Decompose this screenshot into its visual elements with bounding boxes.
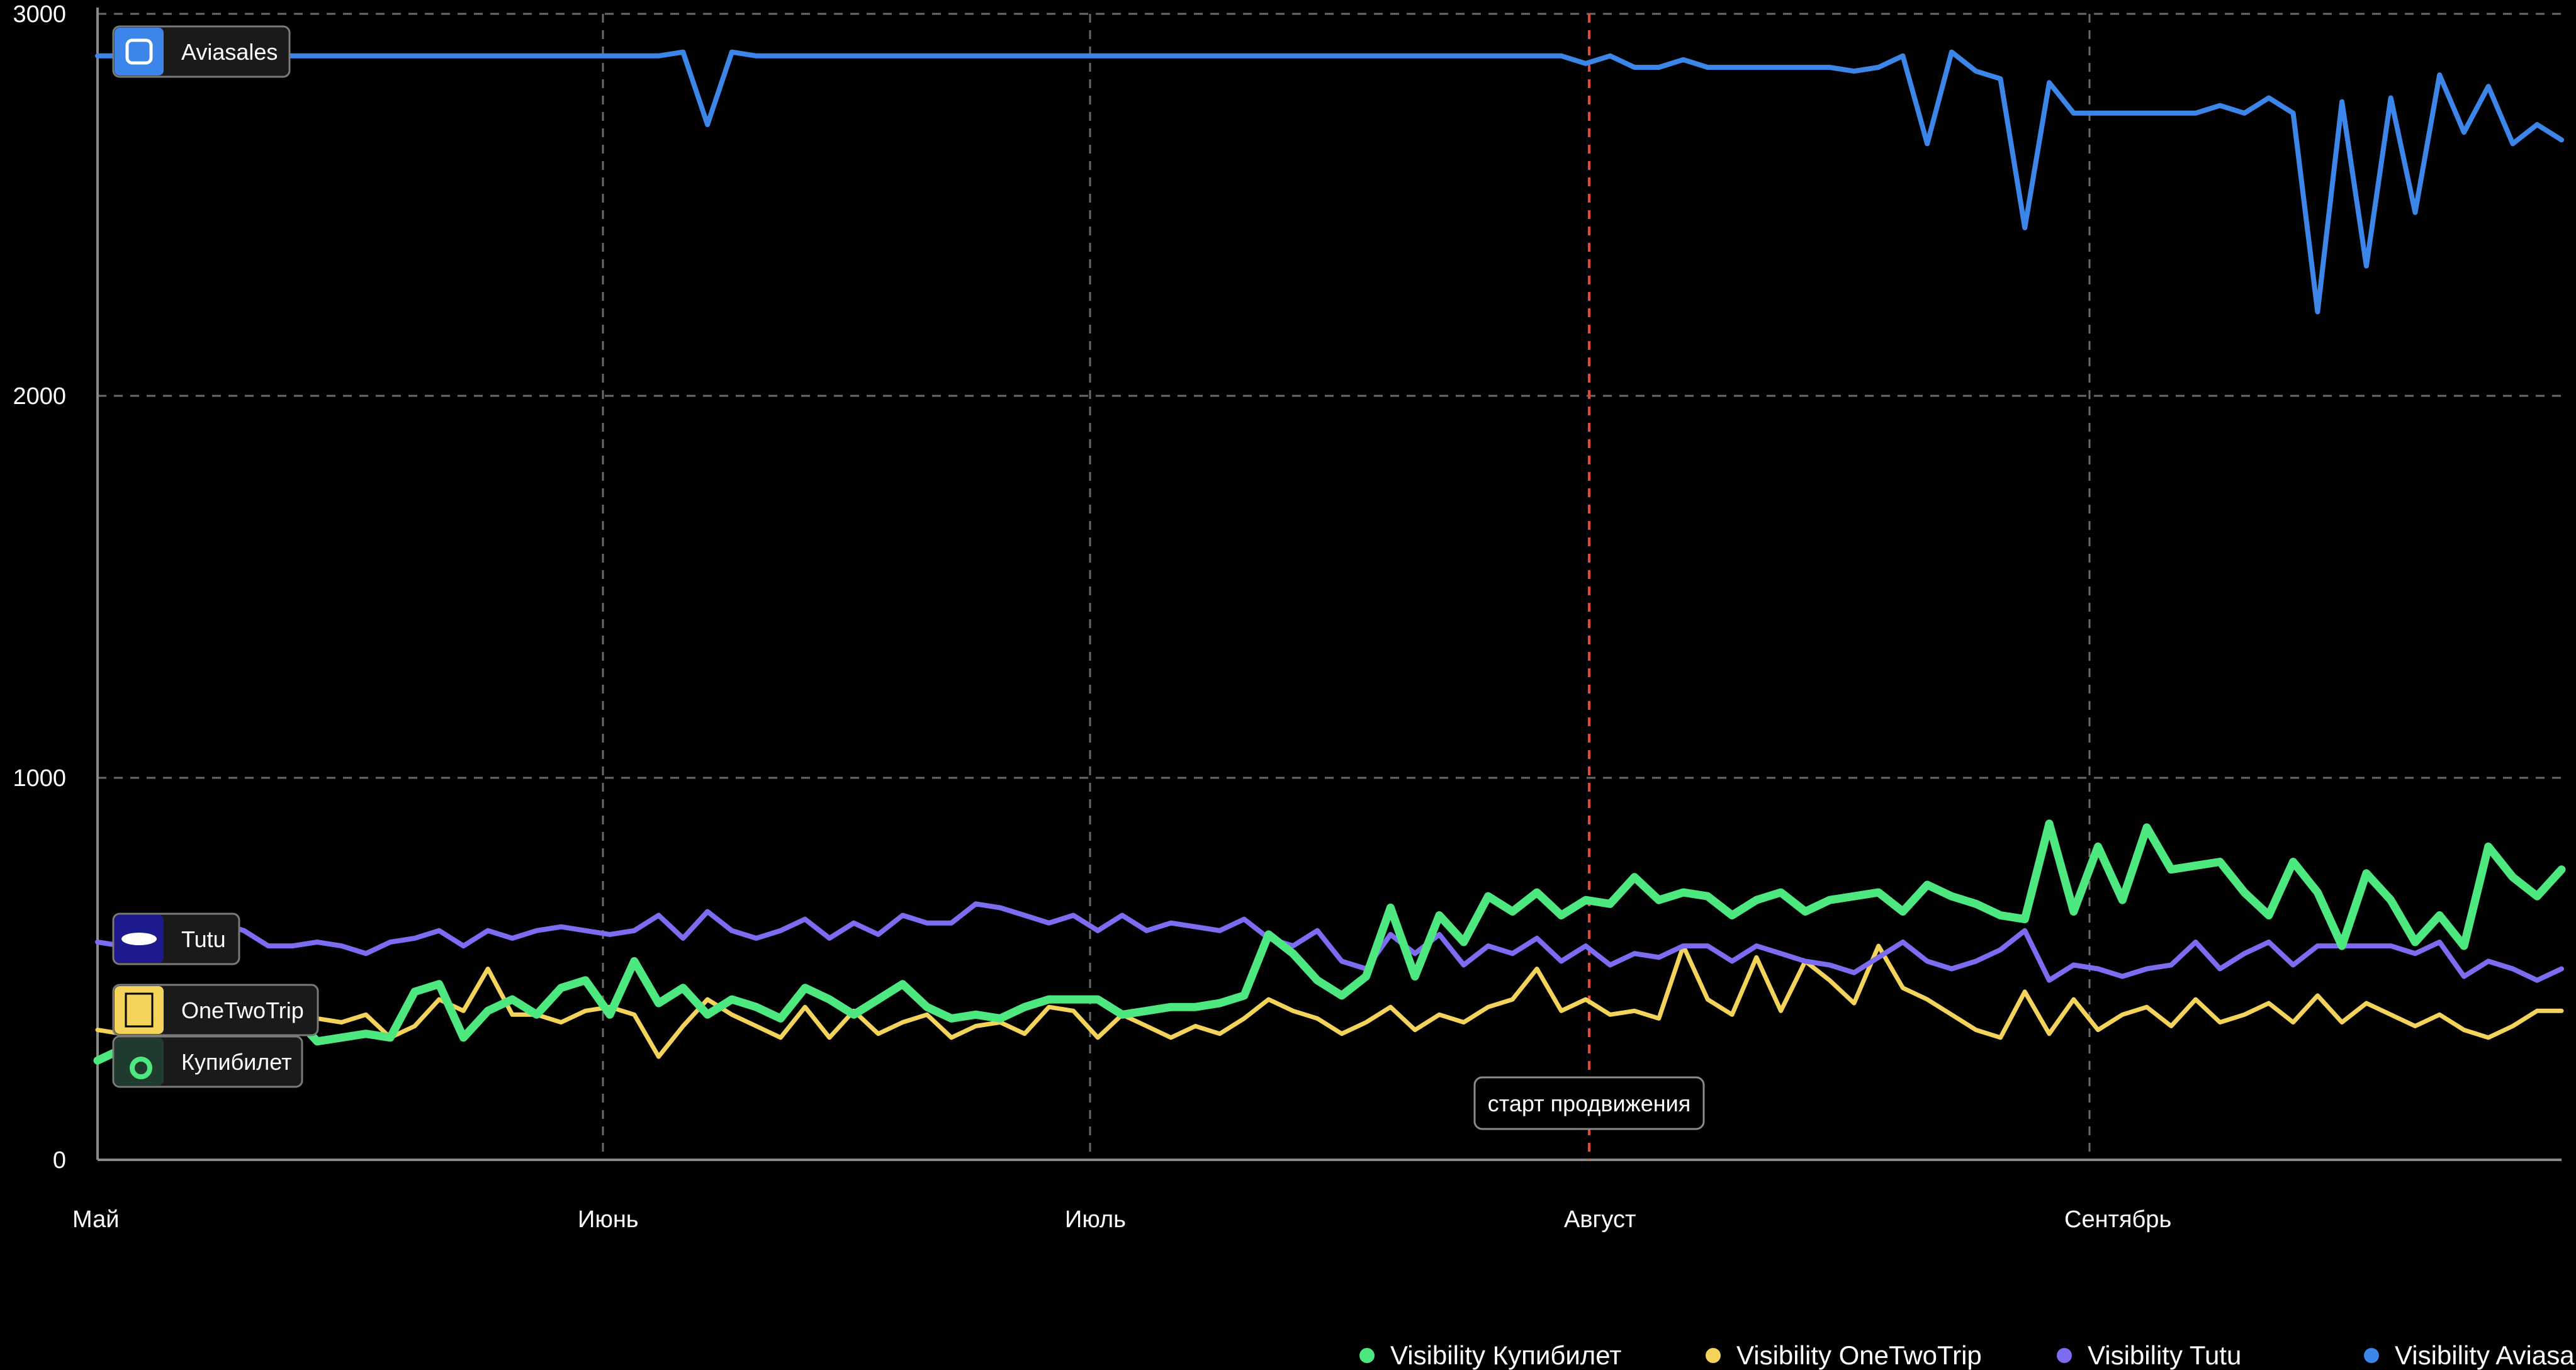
kupibilet-glyph [130, 1057, 152, 1079]
legend-item: Visibility OneTwoTrip [1706, 1340, 1982, 1370]
y-axis-ticks: 0 1000 2000 3000 [13, 1, 66, 1174]
legend: Visibility Купибилет Visibility OneTwoTri… [1359, 1340, 2576, 1370]
legend-label: Visibility Купибилет [1390, 1340, 1622, 1370]
legend-item: Visibility Купибилет [1359, 1340, 1622, 1370]
series-tag-label: Aviasales [181, 39, 278, 65]
series-tags: Aviasales Tutu OneTwoTrip Купибилет [112, 25, 319, 1088]
legend-label: Visibility Tutu [2088, 1340, 2241, 1370]
x-tick-label: Май [72, 1206, 119, 1233]
legend-label: Visibility Aviasales [2395, 1340, 2576, 1370]
series-tag-Aviasales: Aviasales [112, 25, 291, 78]
series-tag-label: Купибилет [181, 1049, 292, 1075]
legend-item: Visibility Aviasales [2364, 1340, 2576, 1370]
y-tick-label: 2000 [13, 383, 66, 410]
series-tag-Tutu: Tutu [112, 912, 240, 965]
series-line-3 [95, 49, 2564, 315]
legend-marker [1706, 1348, 1721, 1363]
aviasales-glyph [125, 38, 153, 65]
series-tag-label: OneTwoTrip [181, 997, 304, 1023]
annotation-layer: старт продвижения [1473, 14, 1705, 1160]
legend-marker [2364, 1348, 2379, 1363]
y-tick-label: 0 [53, 1147, 66, 1174]
onetwotrip-glyph [125, 992, 154, 1028]
annotation-label: старт продвижения [1488, 1091, 1690, 1116]
x-tick-label: Август [1564, 1206, 1636, 1233]
x-tick-label: Июнь [578, 1206, 639, 1233]
tutu-glyph [121, 933, 157, 945]
annotation-box [1473, 1076, 1705, 1130]
series-layer [93, 49, 2566, 1065]
series-tag-box [112, 984, 319, 1036]
legend-label: Visibility OneTwoTrip [1736, 1340, 1982, 1370]
grid-layer [96, 8, 2562, 1161]
y-tick-label: 1000 [13, 765, 66, 792]
series-line-2 [95, 901, 2564, 983]
aviasales-logo-icon [115, 28, 164, 76]
legend-marker [1359, 1348, 1375, 1363]
series-tag-label: Tutu [181, 926, 226, 952]
series-line-0 [93, 819, 2566, 1065]
y-tick-label: 3000 [13, 1, 66, 28]
legend-item: Visibility Tutu [2057, 1340, 2241, 1370]
legend-marker [2057, 1348, 2072, 1363]
x-tick-label: Июль [1065, 1206, 1126, 1233]
x-tick-label: Сентябрь [2064, 1206, 2171, 1233]
series-tag-OneTwoTrip: OneTwoTrip [112, 984, 319, 1036]
x-axis-ticks: Май Июнь Июль Август Сентябрь [72, 1206, 2171, 1233]
series-tag-Купибилет: Купибилет [112, 1035, 303, 1088]
series-line-1 [95, 943, 2564, 1059]
